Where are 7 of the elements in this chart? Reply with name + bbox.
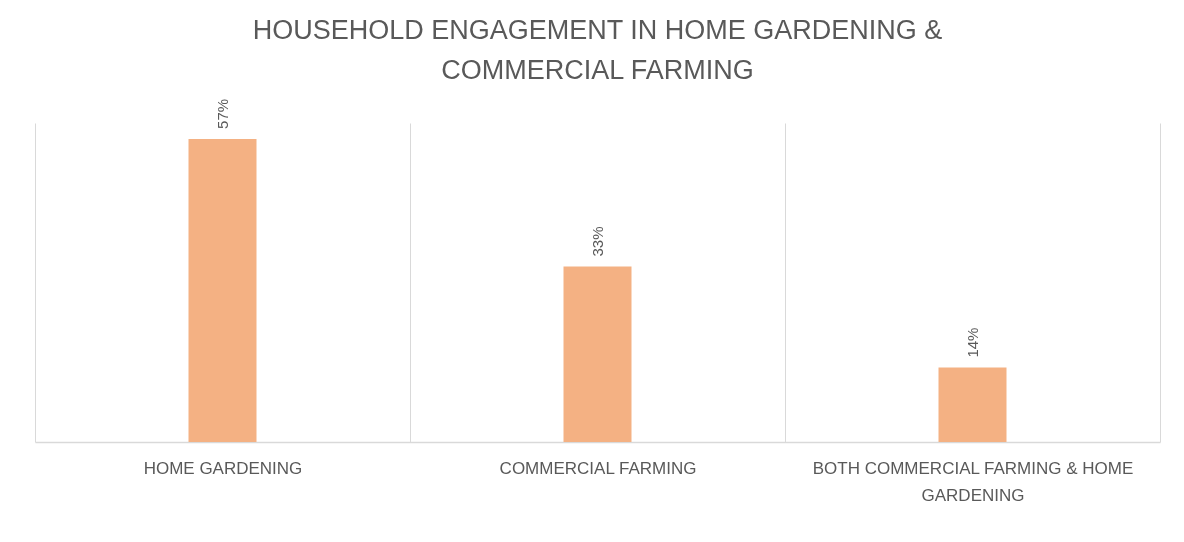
chart-title: HOUSEHOLD ENGAGEMENT IN HOME GARDENING & COMMERCIAL FARMING [252, 14, 943, 85]
x-tick-label: BOTH COMMERCIAL FARMING & HOME GARDENING [812, 458, 1134, 505]
data-label: 33% [588, 226, 606, 257]
data-label: 57% [213, 98, 231, 129]
x-tick-label: COMMERCIAL FARMING [499, 458, 697, 478]
x-tick-label: HOME GARDENING [143, 458, 303, 478]
data-label: 14% [963, 327, 981, 358]
